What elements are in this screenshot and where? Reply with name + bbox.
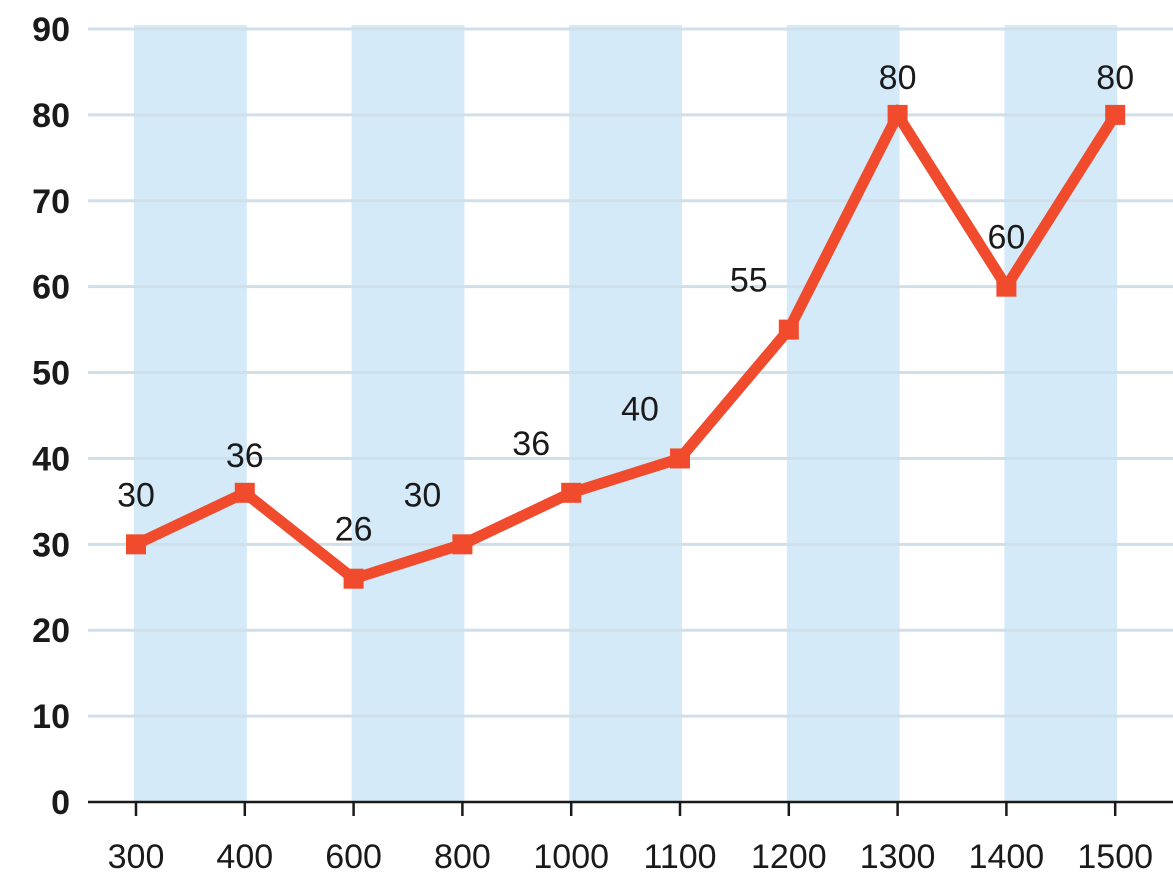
data-point	[126, 534, 146, 554]
data-label: 80	[879, 59, 917, 97]
data-label: 26	[335, 511, 373, 549]
x-tick-label: 1300	[860, 838, 936, 876]
data-label: 80	[1096, 59, 1134, 97]
x-tick-label: 1000	[533, 838, 609, 876]
x-tick-label: 400	[216, 838, 273, 876]
data-point	[344, 569, 364, 589]
data-label: 30	[117, 476, 155, 514]
y-tick-label: 10	[32, 698, 70, 736]
x-tick-label: 300	[108, 838, 165, 876]
background-band	[134, 25, 247, 802]
y-tick-label: 90	[32, 11, 70, 49]
data-point	[452, 534, 472, 554]
y-tick-label: 60	[32, 269, 70, 307]
data-point	[779, 320, 799, 340]
y-tick-label: 80	[32, 97, 70, 135]
x-tick-label: 1400	[969, 838, 1045, 876]
y-tick-label: 30	[32, 526, 70, 564]
data-point	[996, 277, 1016, 297]
x-tick-label: 1100	[643, 838, 716, 876]
y-tick-label: 50	[32, 355, 70, 393]
axes	[88, 802, 1173, 816]
data-point	[888, 105, 908, 125]
data-label: 40	[621, 390, 659, 428]
data-label: 60	[987, 219, 1025, 257]
data-label: 55	[730, 262, 768, 300]
x-tick-label: 600	[325, 838, 382, 876]
y-tick-label: 40	[32, 440, 70, 478]
data-label: 30	[403, 476, 441, 514]
y-tick-label: 0	[51, 784, 70, 822]
x-tick-label: 1200	[751, 838, 827, 876]
data-point	[1105, 105, 1125, 125]
data-point	[561, 483, 581, 503]
y-tick-label: 70	[32, 183, 70, 221]
x-tick-label: 1500	[1077, 838, 1153, 876]
data-point	[670, 448, 690, 468]
y-tick-labels: 0 10 20 30 40 50 60 70 80 90	[32, 11, 70, 822]
data-point	[235, 483, 255, 503]
x-tick-labels: 300 400 600 800 1000 1100 1200 1300 1400 1500	[108, 838, 1153, 876]
background-band	[352, 25, 465, 802]
data-label: 36	[226, 437, 264, 475]
y-tick-label: 20	[32, 612, 70, 650]
x-tick-label: 800	[434, 838, 491, 876]
data-label: 36	[512, 425, 550, 463]
